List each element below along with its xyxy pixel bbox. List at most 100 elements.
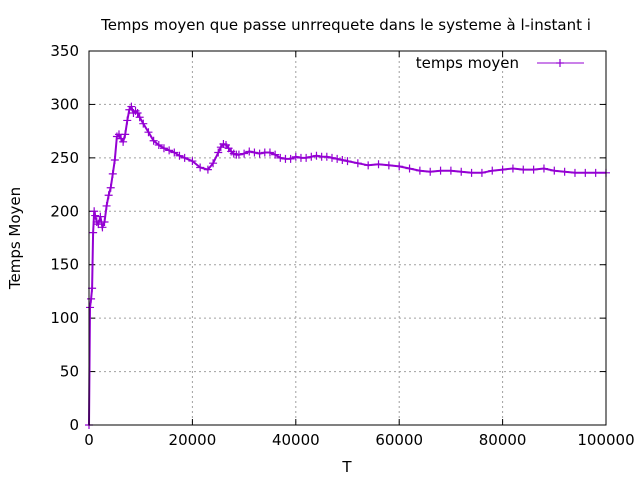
data-point	[581, 168, 590, 177]
x-tick-label: 80000	[479, 431, 527, 449]
data-point	[104, 191, 113, 200]
x-axis-label: T	[341, 458, 352, 476]
data-point	[255, 149, 264, 158]
data-point	[196, 163, 205, 172]
data-point	[276, 153, 285, 162]
data-point	[322, 152, 331, 161]
plot-area	[85, 102, 610, 429]
tick-labels: 0 20000 40000 60000 80000 100000 0 50 100 150 200 2…	[50, 42, 634, 449]
y-tick-label: 100	[50, 309, 79, 327]
data-point	[415, 166, 424, 175]
data-point	[550, 166, 559, 175]
data-point	[91, 211, 100, 220]
data-point	[591, 168, 600, 177]
legend-label: temps moyen	[416, 54, 519, 72]
data-point	[374, 160, 383, 169]
data-point	[529, 165, 538, 174]
data-point	[302, 153, 311, 162]
data-point	[154, 141, 163, 150]
data-point	[488, 166, 497, 175]
data-point	[165, 146, 174, 155]
data-point	[170, 148, 179, 157]
data-point	[570, 168, 579, 177]
data-point	[333, 154, 342, 163]
legend-marker	[556, 59, 564, 67]
data-point	[108, 169, 117, 178]
y-tick-label: 200	[50, 202, 79, 220]
data-point	[384, 161, 393, 170]
x-tick-label: 60000	[375, 431, 423, 449]
data-point	[159, 144, 168, 153]
data-point	[102, 201, 111, 210]
data-point	[271, 150, 280, 159]
data-point	[405, 164, 414, 173]
y-tick-label: 150	[50, 256, 79, 274]
y-tick-label: 0	[69, 416, 79, 434]
data-point	[90, 207, 99, 216]
data-point	[119, 137, 128, 146]
data-point	[250, 148, 259, 157]
data-point	[98, 223, 107, 232]
y-tick-label: 300	[50, 95, 79, 113]
data-point	[139, 119, 148, 128]
data-point	[498, 165, 507, 174]
data-point	[94, 220, 103, 229]
data-point	[127, 102, 136, 111]
data-point	[100, 217, 109, 226]
data-point	[327, 153, 336, 162]
data-point	[245, 147, 254, 156]
data-point	[96, 212, 105, 221]
data-point	[364, 161, 373, 170]
data-point	[133, 108, 142, 117]
x-tick-label: 0	[84, 431, 94, 449]
data-point	[343, 157, 352, 166]
data-point	[144, 128, 153, 137]
data-point	[353, 159, 362, 168]
x-tick-label: 20000	[169, 431, 217, 449]
data-point	[89, 228, 98, 237]
data-point	[291, 152, 300, 161]
data-point	[87, 294, 96, 303]
data-point	[209, 159, 218, 168]
data-point	[477, 168, 486, 177]
y-tick-label: 50	[60, 363, 79, 381]
data-point	[467, 168, 476, 177]
data-point	[86, 303, 95, 312]
data-point	[436, 166, 445, 175]
legend: temps moyen	[416, 54, 584, 72]
data-point	[110, 155, 119, 164]
data-point	[426, 167, 435, 176]
data-point	[106, 183, 115, 192]
data-point	[121, 130, 130, 139]
grid	[89, 51, 606, 425]
y-tick-label: 250	[50, 149, 79, 167]
data-point	[508, 164, 517, 173]
data-point	[214, 148, 223, 157]
data-point	[175, 151, 184, 160]
y-tick-label: 350	[50, 42, 79, 60]
y-axis-label: Temps Moyen	[6, 187, 24, 290]
data-point	[519, 165, 528, 174]
data-point	[203, 165, 212, 174]
data-point	[188, 157, 197, 166]
data-point	[446, 166, 455, 175]
chart-title: Temps moyen que passe unrrequete dans le…	[100, 16, 591, 34]
data-point	[539, 164, 548, 173]
legend-plus	[556, 59, 564, 67]
data-point	[149, 136, 158, 145]
data-point	[240, 149, 249, 158]
data-point	[457, 167, 466, 176]
data-point	[307, 152, 316, 161]
x-tick-label: 40000	[272, 431, 320, 449]
data-point	[338, 155, 347, 164]
data-point	[265, 148, 274, 157]
data-point	[312, 151, 321, 160]
data-point	[234, 150, 243, 159]
data-point	[135, 113, 144, 122]
series-line	[88, 104, 606, 426]
data-point	[395, 162, 404, 171]
axis-ticks	[88, 50, 607, 426]
data-point	[123, 116, 132, 125]
data-point	[560, 167, 569, 176]
